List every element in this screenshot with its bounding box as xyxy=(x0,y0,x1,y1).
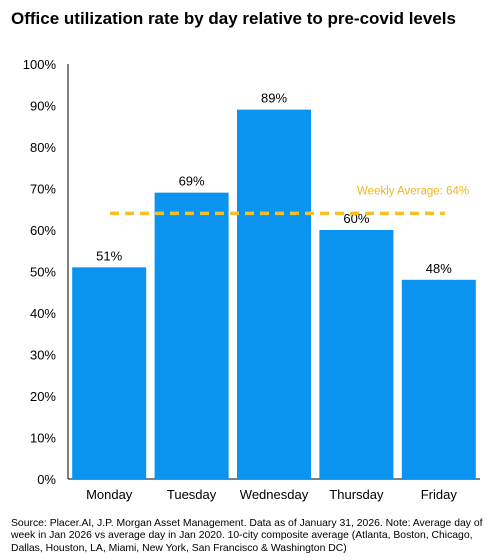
x-tick-label: Thursday xyxy=(329,487,384,502)
x-tick-label: Wednesday xyxy=(240,487,309,502)
bar xyxy=(319,230,394,479)
bar xyxy=(401,279,476,479)
bar xyxy=(154,192,229,479)
bar-value-label: 48% xyxy=(426,261,452,276)
bar-value-label: 69% xyxy=(179,174,205,189)
x-tick-label: Monday xyxy=(86,487,133,502)
y-tick-label: 100% xyxy=(23,57,57,72)
y-tick-label: 50% xyxy=(30,265,56,280)
y-tick-label: 80% xyxy=(30,140,56,155)
bar-value-label: 51% xyxy=(96,248,122,263)
y-tick-label: 30% xyxy=(30,348,56,363)
bar-chart: 0% 10% 20% 30% 40% 50% 60% 70% 80% 90% 100% 51% Mond… xyxy=(23,57,480,502)
y-tick-label: 40% xyxy=(30,306,56,321)
weekly-average-label: Weekly Average: 64% xyxy=(357,185,469,197)
bar-value-label: 60% xyxy=(343,211,369,226)
y-tick-label: 70% xyxy=(30,182,56,197)
bar xyxy=(72,267,147,479)
bar-value-label: 89% xyxy=(261,91,287,106)
source-note: Source: Placer.AI, J.P. Morgan Asset Man… xyxy=(11,518,483,554)
chart-title: Office utilization rate by day relative … xyxy=(11,9,456,28)
bar xyxy=(237,109,311,480)
y-tick-label: 0% xyxy=(37,472,56,487)
y-tick-label: 20% xyxy=(30,389,56,404)
y-tick-label: 90% xyxy=(30,99,56,114)
x-tick-label: Tuesday xyxy=(167,487,217,502)
x-tick-label: Friday xyxy=(421,487,458,502)
y-tick-label: 60% xyxy=(30,223,56,238)
y-tick-label: 10% xyxy=(30,431,56,446)
